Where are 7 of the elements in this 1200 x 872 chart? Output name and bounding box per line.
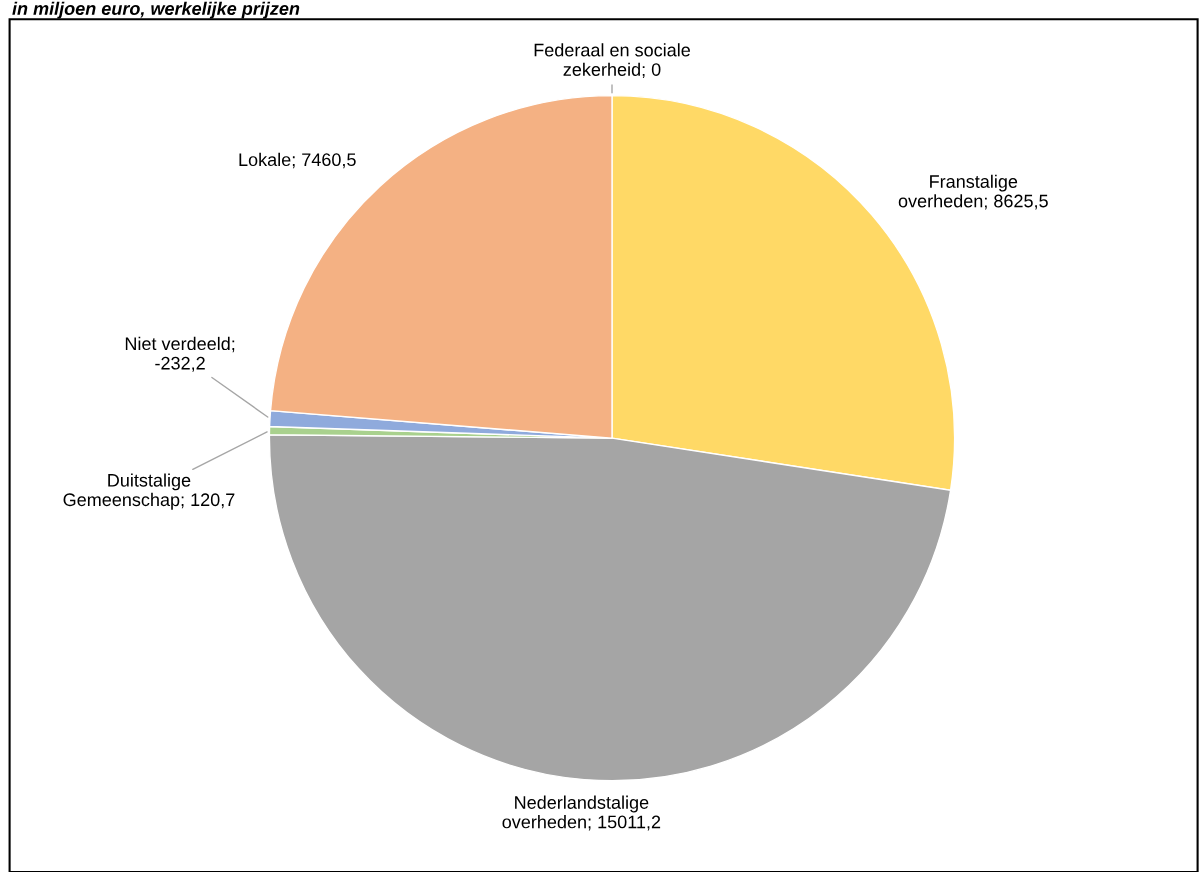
slice-label: Franstalige overheden; 8625,5: [898, 174, 1048, 210]
slice-label: Nederlandstalige overheden; 15011,2: [502, 795, 661, 831]
chart-subtitle: in miljoen euro, werkelijke prijzen: [12, 1, 300, 19]
slice-label: Duitstalige Gemeenschap; 120,7: [63, 473, 235, 510]
slice-label: Lokale; 7460,5: [239, 152, 356, 169]
slice-label: Niet verdeeld; -232,2: [125, 336, 235, 372]
category-label: Federaal en sociale zekerheid; 0: [534, 43, 690, 79]
